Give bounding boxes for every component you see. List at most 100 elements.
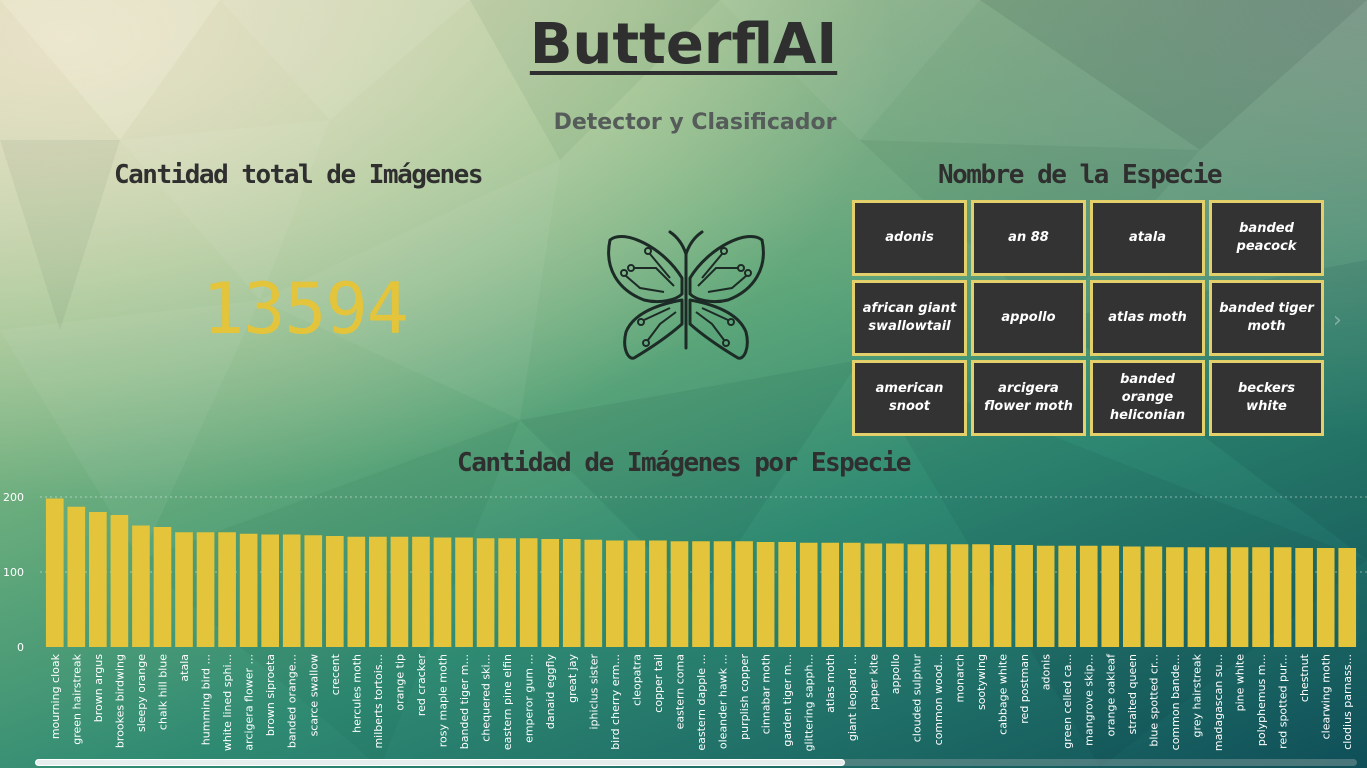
chart-bar[interactable] <box>89 512 107 647</box>
species-slicer-item-line: appollo <box>1001 310 1056 325</box>
species-slicer-item[interactable]: appollo <box>971 280 1086 356</box>
chart-bar[interactable] <box>1187 547 1206 647</box>
chart-bar[interactable] <box>218 532 236 647</box>
chart-bar[interactable] <box>261 534 280 648</box>
species-slicer-item[interactable]: banded tiger moth <box>1209 280 1324 356</box>
chart-bar[interactable] <box>756 542 775 647</box>
y-tick-label: 100 <box>3 566 24 579</box>
chart-bar[interactable] <box>369 536 387 647</box>
chart-bar[interactable] <box>907 544 926 647</box>
chart-bar[interactable] <box>45 498 64 648</box>
chart-bar[interactable] <box>799 542 818 647</box>
chart-bar[interactable] <box>864 543 883 648</box>
x-tick-label: oleander hawk ... <box>717 654 730 749</box>
chart-bar[interactable] <box>1252 547 1270 647</box>
x-tick-label: orange oakleaf <box>1104 653 1117 737</box>
chart-scrollbar-thumb[interactable] <box>35 759 845 766</box>
chart-bar[interactable] <box>1230 547 1249 647</box>
chart-bar[interactable] <box>649 540 667 648</box>
chart-bar[interactable] <box>972 544 990 647</box>
chart-bar[interactable] <box>1209 547 1227 647</box>
chart-bar[interactable] <box>347 536 366 647</box>
species-slicer-item-line: peacock <box>1236 239 1297 254</box>
chart-bar[interactable] <box>562 539 581 647</box>
chart-bar[interactable] <box>842 542 861 647</box>
x-tick-label: paper kite <box>867 654 880 710</box>
chart-bar[interactable] <box>670 541 689 647</box>
chart-bar[interactable] <box>153 527 172 647</box>
species-slicer-item[interactable]: atlas moth <box>1090 280 1205 356</box>
chart-bar[interactable] <box>778 542 796 647</box>
chart-bar[interactable] <box>175 532 193 647</box>
species-slicer-item-line: african giant <box>862 301 957 316</box>
chevron-right-icon[interactable]: › <box>1333 308 1342 333</box>
chart-bar[interactable] <box>1058 545 1077 647</box>
x-tick-label: red spotted pur... <box>1277 654 1290 749</box>
chart-bar[interactable] <box>1015 545 1033 647</box>
chart-bar[interactable] <box>498 538 516 647</box>
chart-bar[interactable] <box>1316 548 1335 647</box>
chart-bar[interactable] <box>433 537 452 648</box>
x-tick-label: common wood... <box>932 654 945 745</box>
chart-bar[interactable] <box>412 536 430 647</box>
chart-bar[interactable] <box>541 539 560 647</box>
species-slicer-item[interactable]: an 88 <box>971 200 1086 276</box>
kpi-heading: Cantidad total de Imágenes <box>114 160 484 190</box>
chart-bar[interactable] <box>519 538 538 647</box>
chart-bar[interactable] <box>606 540 624 648</box>
chart-bar[interactable] <box>584 539 603 647</box>
chart-bar[interactable] <box>692 541 710 647</box>
chart-bar[interactable] <box>1079 545 1098 647</box>
chart-bar[interactable] <box>1295 548 1313 647</box>
x-tick-label: clearwing moth <box>1320 654 1333 739</box>
x-tick-label: purplish copper <box>738 654 751 740</box>
chart-bar[interactable] <box>713 541 732 647</box>
species-slicer-item[interactable]: adonis <box>852 200 967 276</box>
species-slicer-item[interactable]: atala <box>1090 200 1205 276</box>
chart-bar[interactable] <box>1036 545 1055 647</box>
chart-bar[interactable] <box>455 537 473 648</box>
chart-bar[interactable] <box>390 536 409 647</box>
x-tick-label: mourning cloak <box>49 653 62 739</box>
chart-bar[interactable] <box>110 515 129 647</box>
chart-bar[interactable] <box>929 544 947 647</box>
x-tick-label: sootywing <box>975 654 988 710</box>
species-slicer-item[interactable]: banded orange heliconian <box>1090 360 1205 436</box>
chart-bar[interactable] <box>196 532 215 647</box>
chart-bar[interactable] <box>993 545 1012 647</box>
species-slicer-item-line: white <box>1246 399 1287 414</box>
x-tick-label: eastern coma <box>673 654 686 729</box>
chart-bar[interactable] <box>950 544 969 647</box>
x-tick-label: chequered ski... <box>480 654 493 742</box>
chart-bar[interactable] <box>1122 546 1141 648</box>
chart-bar[interactable] <box>304 535 323 647</box>
chart-bar[interactable] <box>735 541 753 647</box>
species-slicer-item-line: orange <box>1121 390 1174 405</box>
species-slicer-item[interactable]: beckers white <box>1209 360 1324 436</box>
chart-bar[interactable] <box>627 540 646 648</box>
x-tick-label: adonis <box>1040 654 1053 690</box>
species-slicer-item-label: banded tiger moth <box>1219 300 1314 336</box>
x-tick-label: red cracker <box>415 654 428 717</box>
chart-bar[interactable] <box>325 536 344 647</box>
chart-bar[interactable] <box>132 525 150 648</box>
species-slicer-item[interactable]: american snoot <box>852 360 967 436</box>
x-tick-label: chestnut <box>1298 653 1311 702</box>
x-tick-label: green celled ca... <box>1061 654 1074 749</box>
chart-bar[interactable] <box>1101 545 1120 647</box>
species-slicer-item[interactable]: banded peacock <box>1209 200 1324 276</box>
chart-bar[interactable] <box>239 533 258 647</box>
chart-bar[interactable] <box>476 538 495 647</box>
chart-bar[interactable] <box>821 542 840 647</box>
species-slicer-item[interactable]: african giant swallowtail <box>852 280 967 356</box>
chart-bar[interactable] <box>1338 548 1357 647</box>
chart-bar[interactable] <box>1144 546 1163 648</box>
chart-bar[interactable] <box>282 534 301 648</box>
chart-bar[interactable] <box>67 506 86 647</box>
species-slicer-item[interactable]: arcigera flower moth <box>971 360 1086 436</box>
x-tick-label: cabbage white <box>997 654 1010 735</box>
chart-bar[interactable] <box>886 543 904 648</box>
chart-bar[interactable] <box>1273 547 1292 647</box>
x-tick-label: garden tiger m... <box>781 654 794 747</box>
chart-bar[interactable] <box>1166 547 1184 647</box>
